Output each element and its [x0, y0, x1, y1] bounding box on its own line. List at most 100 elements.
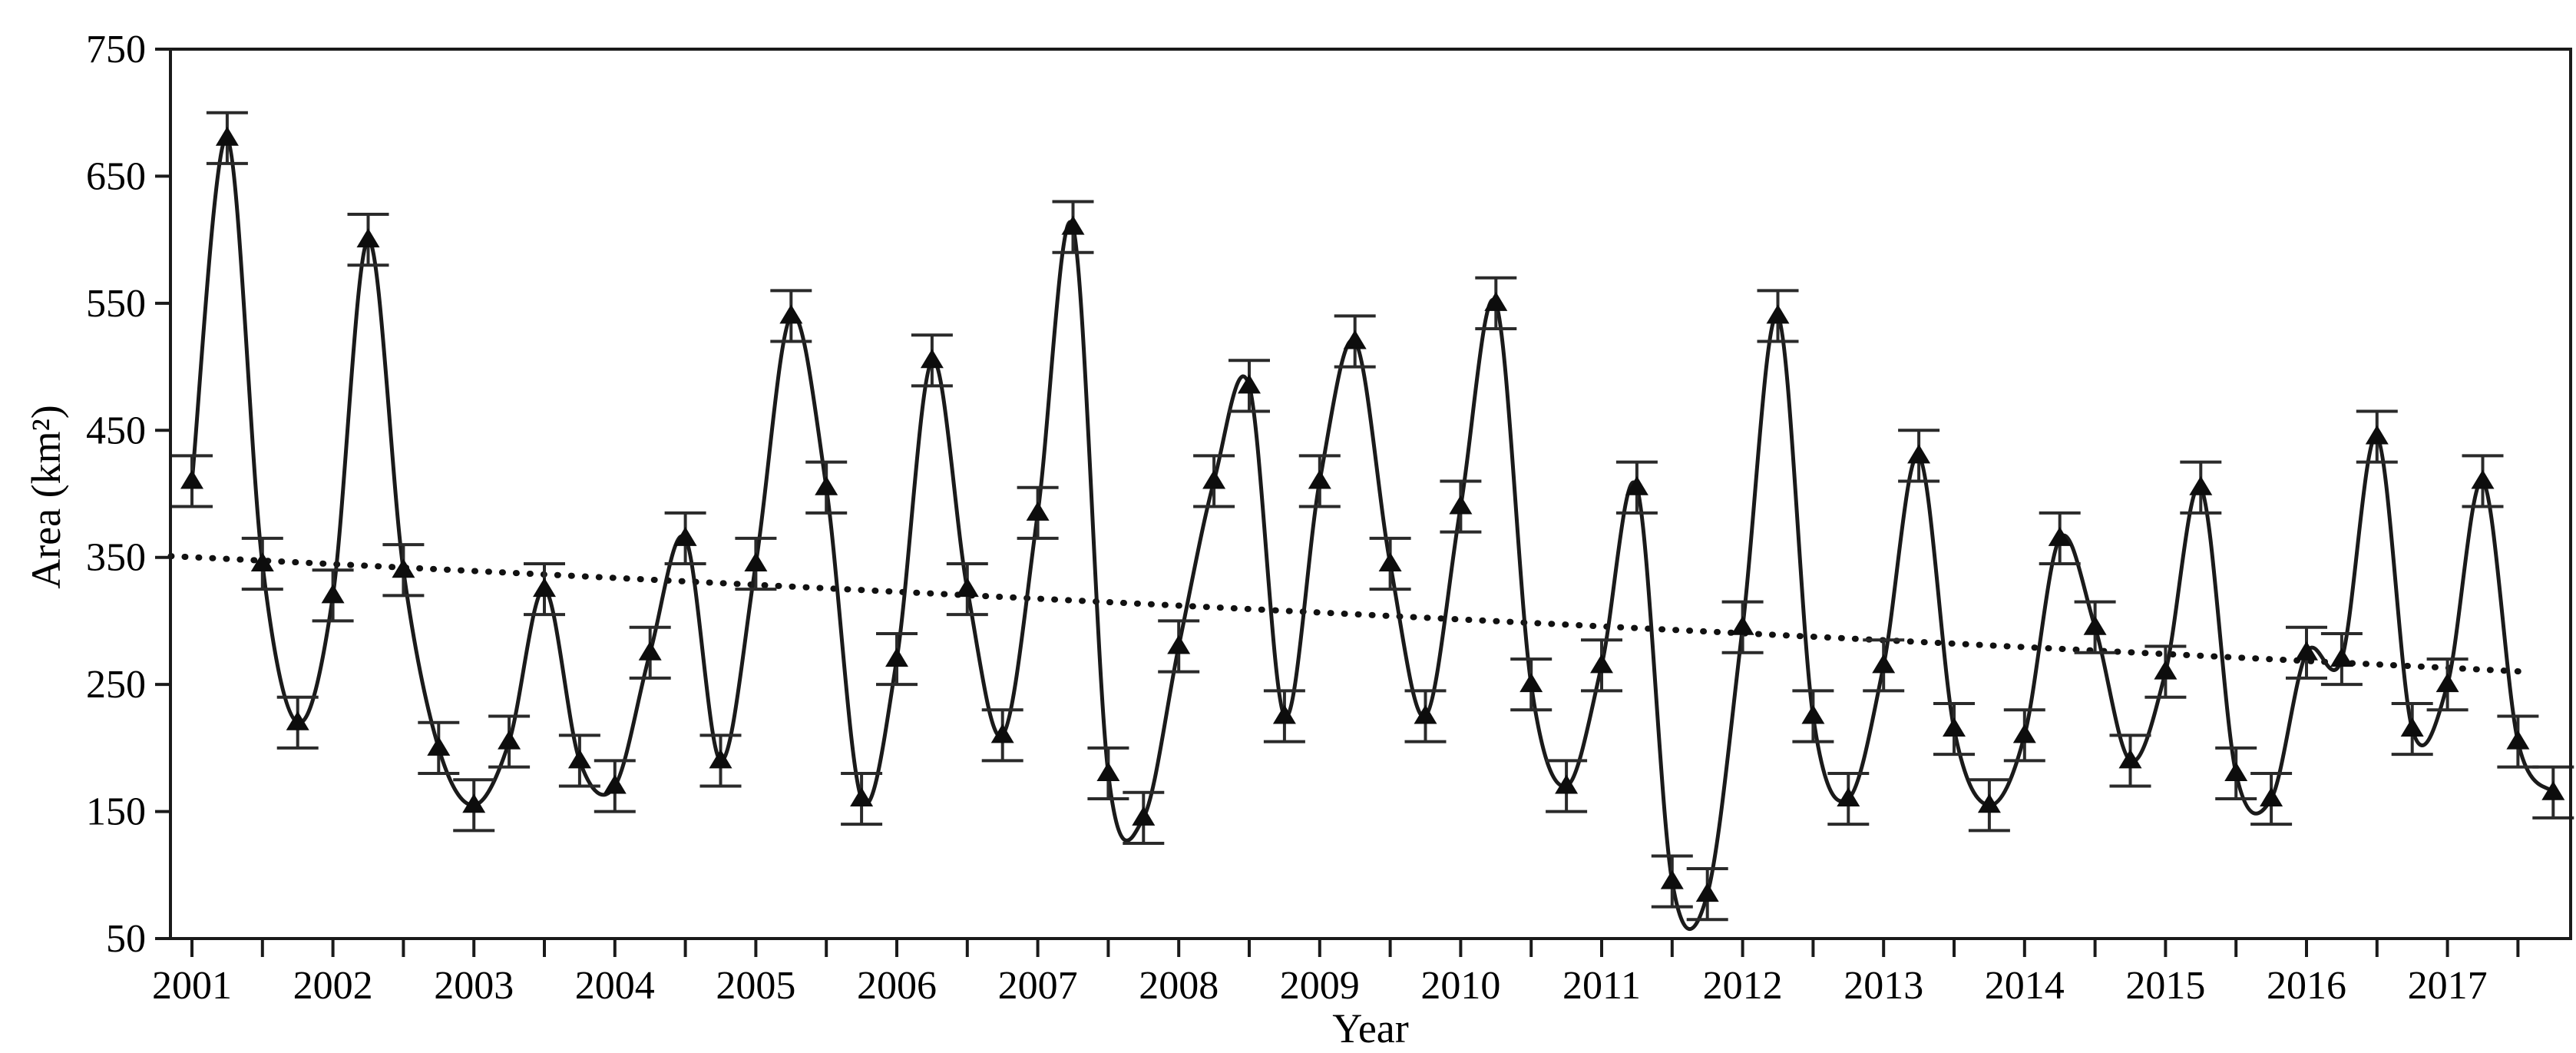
data-point-marker: [462, 793, 486, 813]
data-point-marker: [250, 551, 274, 571]
data-point-marker: [1766, 304, 1790, 324]
data-point-marker: [1484, 291, 1508, 311]
trend-line: [167, 553, 2530, 675]
data-point-marker: [1837, 787, 1860, 807]
y-tick-label: 750: [86, 28, 146, 71]
data-point-marker: [427, 736, 451, 756]
data-point-marker: [1414, 704, 1437, 724]
data-point-marker: [2541, 780, 2565, 800]
data-point-marker: [2295, 641, 2318, 661]
data-point-marker: [1801, 704, 1825, 724]
data-point-marker: [673, 526, 697, 546]
data-point-marker: [1449, 495, 1473, 515]
data-point-marker: [356, 228, 380, 248]
x-tick-label: 2004: [575, 964, 655, 1008]
data-point-marker: [321, 584, 345, 604]
data-point-marker: [1872, 654, 1896, 674]
y-tick-label: 250: [86, 663, 146, 707]
data-point-marker: [2260, 787, 2283, 807]
x-tick-label: 2001: [152, 964, 232, 1008]
data-point-marker: [2154, 660, 2178, 680]
y-tick-label: 650: [86, 154, 146, 198]
data-point-marker: [709, 749, 732, 769]
data-point-marker: [2435, 673, 2459, 693]
data-point-marker: [1308, 469, 1331, 489]
data-point-marker: [533, 578, 556, 598]
data-point-marker: [603, 774, 627, 794]
data-point-marker: [1378, 551, 1402, 571]
data-point-marker: [286, 710, 309, 730]
x-tick-label: 2011: [1562, 964, 1641, 1008]
data-point-marker: [955, 578, 979, 598]
data-point-marker: [2012, 724, 2036, 743]
y-axis-title: Area (km²): [23, 405, 69, 589]
data-point-marker: [779, 304, 803, 324]
x-tick-label: 2003: [434, 964, 514, 1008]
y-tick-label: 150: [86, 790, 146, 834]
data-point-marker: [1132, 806, 1156, 826]
y-tick-label: 350: [86, 536, 146, 580]
data-point-marker: [1272, 704, 1296, 724]
data-point-marker: [1519, 673, 1543, 693]
data-point-marker: [2471, 469, 2495, 489]
data-point-marker: [815, 475, 838, 495]
x-tick-label: 2016: [2267, 964, 2346, 1008]
data-curve: [190, 136, 2555, 932]
data-point-marker: [1590, 654, 1613, 674]
data-point-marker: [392, 558, 415, 578]
plot-frame: [169, 48, 2572, 940]
data-point-marker: [1343, 329, 1367, 349]
data-point-marker: [1625, 475, 1648, 495]
data-point-marker: [1907, 444, 1931, 464]
data-point-marker: [638, 641, 662, 661]
data-point-marker: [1202, 469, 1226, 489]
data-point-marker: [1977, 793, 2001, 813]
data-point-marker: [1555, 774, 1579, 794]
x-tick-label: 2010: [1420, 964, 1500, 1008]
data-point-marker: [744, 551, 768, 571]
data-point-marker: [850, 787, 874, 807]
data-point-marker: [2189, 475, 2213, 495]
data-point-marker: [2118, 749, 2142, 769]
data-point-marker: [2506, 730, 2530, 750]
y-tick-label: 550: [86, 282, 146, 326]
data-point-marker: [180, 469, 203, 489]
x-tick-label: 2013: [1844, 964, 1923, 1008]
data-point-marker: [2048, 526, 2072, 546]
x-tick-label: 2017: [2408, 964, 2488, 1008]
data-point-marker: [2083, 615, 2107, 635]
x-tick-label: 2015: [2125, 964, 2205, 1008]
data-point-marker: [1061, 215, 1085, 235]
data-point-marker: [885, 647, 908, 667]
x-tick-label: 2006: [857, 964, 937, 1008]
x-tick-label: 2014: [1985, 964, 2065, 1008]
data-point-marker: [1096, 761, 1120, 781]
data-point-marker: [2365, 425, 2389, 445]
data-point-marker: [920, 349, 944, 369]
x-axis-title: Year: [1332, 1005, 1409, 1051]
x-tick-label: 2012: [1703, 964, 1783, 1008]
data-point-marker: [567, 749, 591, 769]
data-point-marker: [2330, 647, 2353, 667]
data-point-marker: [2224, 761, 2248, 781]
data-point-marker: [498, 730, 521, 750]
x-tick-label: 2005: [716, 964, 795, 1008]
x-tick-label: 2009: [1280, 964, 1360, 1008]
data-point-marker: [1695, 882, 1719, 902]
data-point-marker: [1731, 615, 1754, 635]
data-point-marker: [1943, 717, 1966, 737]
data-point-marker: [2400, 717, 2424, 737]
data-point-marker: [1026, 501, 1050, 521]
y-tick-label: 450: [86, 409, 146, 452]
data-point-marker: [215, 126, 239, 146]
data-point-marker: [1660, 869, 1684, 889]
x-tick-label: 2007: [998, 964, 1078, 1008]
data-point-marker: [990, 724, 1014, 743]
x-tick-label: 2008: [1139, 964, 1219, 1008]
x-tick-label: 2002: [293, 964, 373, 1008]
data-point-marker: [1167, 634, 1191, 654]
data-point-marker: [1238, 374, 1261, 394]
y-tick-label: 50: [106, 917, 146, 961]
